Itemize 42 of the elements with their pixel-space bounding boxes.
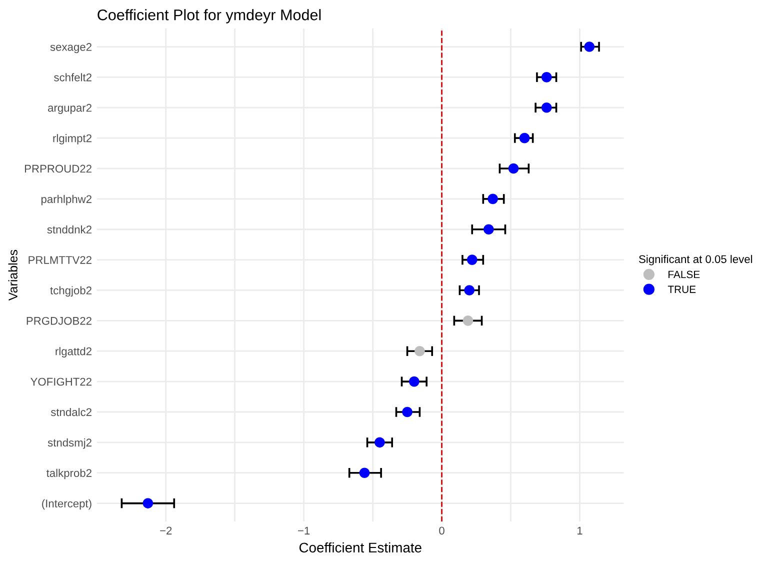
y-axis-title: Variables [8, 250, 18, 301]
y-tick-label: YOFIGHT22 [30, 378, 92, 386]
point [414, 346, 425, 356]
y-tick-label: stndalc2 [50, 408, 92, 416]
chart-title: Coefficient Plot for ymdeyr Model [98, 9, 321, 24]
y-tick-label: tchgjob2 [50, 286, 92, 297]
legend-title: Significant at 0.05 level [639, 254, 752, 266]
point [519, 132, 530, 144]
point [142, 498, 154, 508]
x-tick-label: 1 [577, 526, 582, 534]
point [374, 437, 385, 448]
x-tick-label: −2 [160, 526, 172, 534]
point [409, 376, 420, 387]
point [541, 72, 552, 82]
y-tick-label: parhlphw2 [41, 194, 92, 206]
y-tick-label: stndsmj2 [48, 438, 92, 449]
y-tick-label: schfelt2 [54, 73, 92, 82]
point [508, 163, 519, 174]
y-tick-label: stnddnk2 [47, 225, 92, 234]
point [359, 468, 370, 478]
y-tick-label: argupar2 [48, 104, 92, 114]
legend-label: FALSE [668, 270, 700, 278]
x-tick-label: −1 [298, 526, 310, 534]
point [584, 42, 595, 52]
point [466, 254, 478, 265]
y-tick-label: PRPROUD22 [25, 164, 92, 173]
point [488, 194, 498, 204]
y-tick-label: sexage2 [50, 43, 92, 54]
point [464, 285, 475, 296]
x-tick-label: 0 [439, 526, 444, 535]
y-tick-label: PRGDJOB22 [26, 316, 92, 325]
y-tick-label: rlgimpt2 [53, 134, 92, 144]
point [484, 224, 494, 235]
point [402, 406, 412, 418]
point [462, 316, 474, 326]
legend-label: TRUE [668, 286, 696, 294]
y-tick-label: PRLMTTV22 [28, 256, 92, 264]
x-axis-title: Coefficient Estimate [299, 542, 422, 553]
y-tick-label: rlgattd2 [56, 347, 92, 358]
y-tick-label: (Intercept) [42, 499, 92, 510]
y-tick-label: talkprob2 [46, 468, 92, 480]
point [541, 102, 552, 113]
